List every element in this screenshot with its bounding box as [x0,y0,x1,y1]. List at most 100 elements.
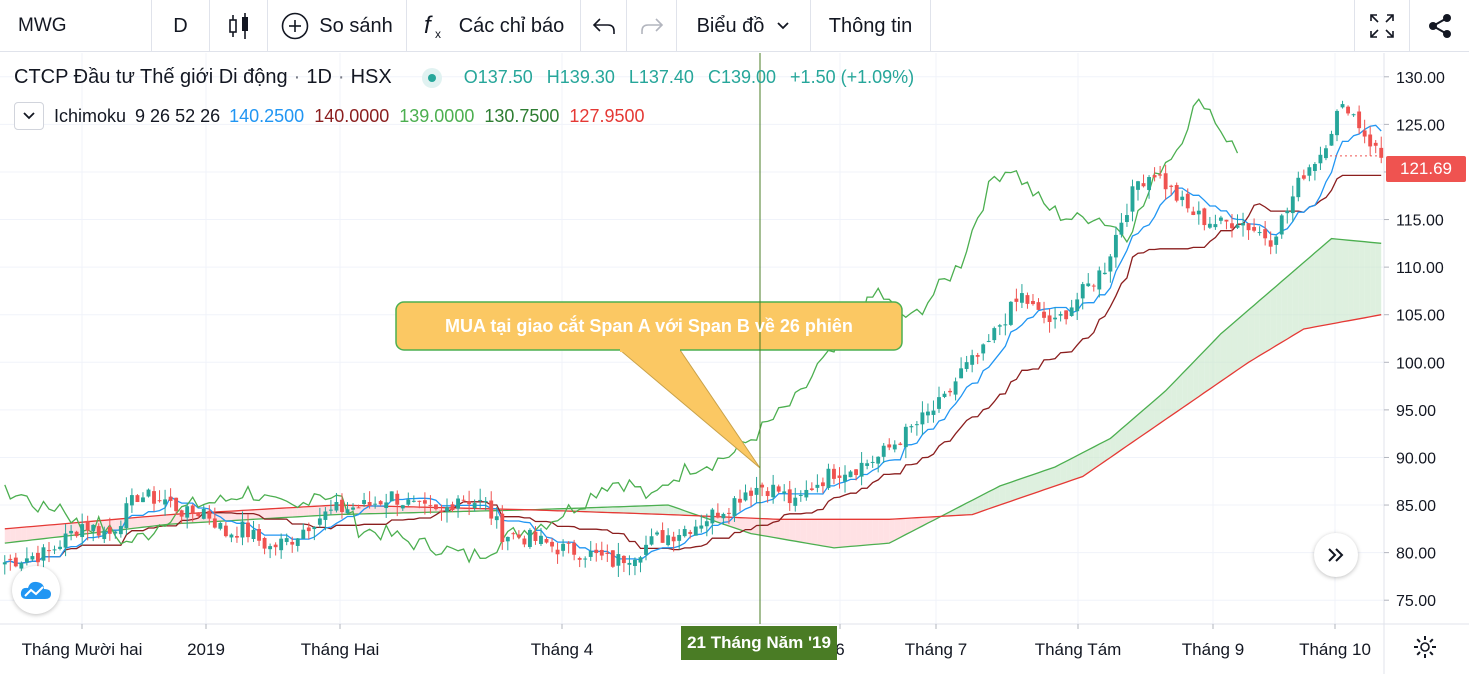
candle-body [317,518,322,525]
candle [959,357,964,379]
candle-body [58,546,62,549]
candle-body [1180,196,1185,201]
candle [1230,214,1234,238]
candle [1324,145,1328,161]
candle [1312,162,1317,181]
annotation-text[interactable]: MUA tại giao cắt Span A với Span B về 26… [445,315,853,336]
candle [345,502,350,515]
candles-series [2,100,1384,577]
cloud-segment [424,507,431,513]
cloud-segment [983,491,989,511]
info-button[interactable]: Thông tin [811,0,931,52]
lagging-span-line [4,98,1239,564]
cloud-segment [1248,305,1255,363]
candle-body [1318,154,1323,164]
candle [572,539,577,561]
cloud-segment [634,505,641,514]
candle-body [1014,298,1019,302]
indicator-name[interactable]: Ichimoku [54,105,127,126]
interval-button[interactable]: D [152,0,210,52]
cloud-segment [369,505,376,514]
candle-body [384,502,389,509]
candle [505,536,510,551]
candle-body [848,471,853,478]
candle [854,469,859,481]
candle [743,484,748,502]
candle [246,514,250,543]
scroll-to-realtime-button[interactable] [1314,533,1358,577]
candle [527,528,532,549]
cloud-segment [1259,295,1266,356]
x-tick-label: Tháng 9 [1182,640,1244,659]
candle [1285,207,1290,224]
cloud-segment [1132,414,1139,443]
plus-circle-icon [281,12,309,40]
cloud-segment [1149,400,1155,431]
candle [577,556,582,568]
candle-body [334,502,339,511]
candle [1301,169,1306,181]
cloud-segment [861,519,868,546]
candle [30,552,35,562]
candle-body [721,513,726,519]
candle [666,528,671,547]
chart-settings-button[interactable] [1410,632,1440,662]
candle [859,452,864,486]
collapse-legend-button[interactable] [14,102,44,130]
candle-body [163,499,168,505]
candle [174,497,179,515]
candle [1329,130,1334,146]
cloud-segment [303,506,309,517]
candle-body [273,544,278,548]
x-tick-label: Tháng 7 [905,640,967,659]
candle [566,541,571,554]
cloud-logo-icon [20,581,51,599]
share-button[interactable] [1410,0,1469,52]
candle-body [411,500,416,502]
cloud-segment [839,519,846,548]
undo-button[interactable] [581,0,627,52]
candle [24,547,29,566]
candle [334,492,339,513]
candle [1274,235,1279,254]
candle [677,529,682,550]
cloud-segment [811,519,818,546]
compare-button[interactable]: So sánh [268,0,407,52]
chart-style-button[interactable] [210,0,268,52]
symbol-search[interactable]: MWG [0,0,152,52]
legend-exchange: HSX [350,66,392,88]
candle-body [102,530,107,540]
candle [599,541,604,561]
candle [616,542,621,577]
candle-body [1191,211,1196,215]
candle-body [345,509,350,514]
tradingview-logo[interactable] [12,566,60,614]
cloud-segment [745,517,752,534]
candle [229,533,234,543]
candle [41,544,46,568]
candle [47,542,51,563]
x-tick-label: Tháng Hai [301,640,379,659]
candle-body [870,461,875,463]
redo-button[interactable] [627,0,677,52]
candle [1224,219,1229,230]
svg-text:f: f [424,12,433,39]
y-tick-label: 90.00 [1396,450,1436,467]
candle-body [461,499,466,501]
candle-body [1147,177,1151,190]
chart-menu-button[interactable]: Biểu đồ [677,0,811,52]
candle-body [649,536,654,545]
candle [655,530,660,537]
fullscreen-button[interactable] [1354,0,1410,52]
price-chart-canvas[interactable]: 130.00125.00120.00115.00110.00105.00100.… [0,53,1469,674]
candle [693,519,698,536]
candle-body [152,491,156,504]
candle [1075,292,1080,320]
candle-body [279,538,284,551]
chart-area[interactable]: 130.00125.00120.00115.00110.00105.00100.… [0,53,1469,674]
candle-body [494,516,499,521]
candle-body [74,531,79,537]
candle [660,522,665,543]
market-status-icon[interactable] [421,67,442,88]
